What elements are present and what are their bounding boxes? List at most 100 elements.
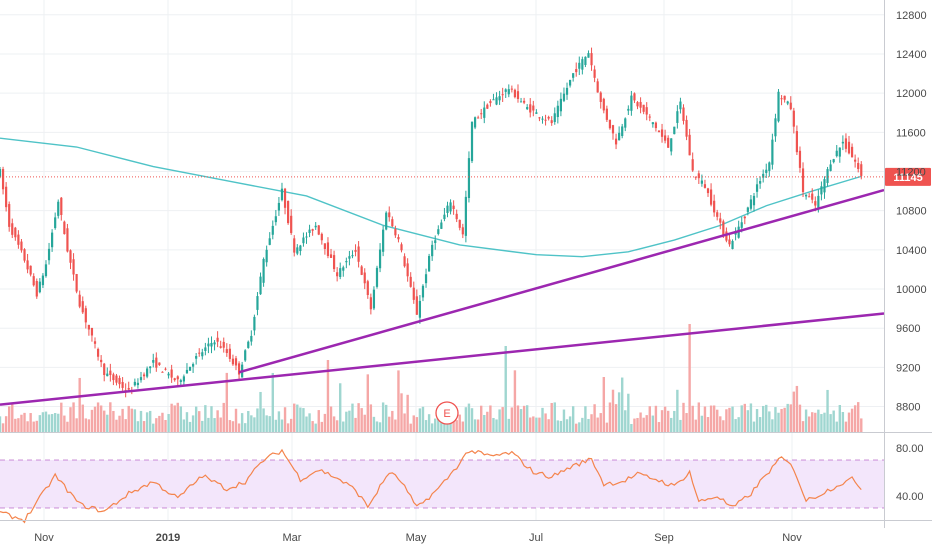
volume-bar (335, 420, 339, 432)
volume-bar (676, 389, 679, 432)
candle-body (526, 107, 529, 110)
volume-bar (388, 416, 391, 432)
candle-body (504, 89, 507, 92)
candle-body (437, 229, 440, 234)
candle-body (857, 163, 860, 169)
candle-body (112, 374, 115, 381)
candle-body (428, 256, 431, 272)
volume-bar (406, 394, 409, 432)
time-tick-label: Nov (782, 532, 802, 544)
volume-bar (384, 404, 388, 432)
volume-bar (106, 414, 109, 432)
volume-bar (87, 419, 91, 432)
candle-body (317, 225, 320, 235)
earnings-marker-label: E (443, 408, 450, 420)
candle-body (605, 108, 608, 120)
candle-body (648, 116, 651, 118)
candle-body (87, 324, 90, 330)
volume-bar (725, 409, 728, 432)
volume-bar (296, 404, 299, 432)
candle-body (654, 122, 658, 129)
volume-bar (237, 423, 241, 432)
candle-body (378, 249, 382, 269)
candle-body (385, 212, 388, 230)
candle-body (253, 316, 256, 331)
volume-bar (409, 423, 412, 432)
candle-body (182, 376, 185, 382)
volume-bar (703, 406, 707, 432)
candle-body (274, 216, 277, 223)
candle-body (237, 363, 241, 375)
volume-bar (758, 417, 762, 432)
volume-bar (7, 406, 11, 432)
candle-body (198, 352, 201, 354)
candle-body (32, 276, 35, 286)
volume-bar (96, 402, 100, 432)
volume-bar (176, 402, 179, 432)
candle-body (719, 218, 722, 223)
volume-bar (11, 404, 14, 432)
candle-body (801, 168, 805, 193)
candle-body (547, 116, 550, 119)
volume-bar (602, 377, 606, 432)
candle-body (250, 335, 253, 342)
volume-bar (449, 421, 452, 432)
candle-body (596, 81, 599, 93)
candle-body (798, 150, 802, 168)
trendline[interactable] (238, 188, 885, 374)
earnings-marker-circle[interactable] (435, 401, 459, 425)
volume-bar (547, 419, 550, 432)
candle-body (752, 195, 756, 206)
candle-body (568, 79, 572, 86)
volume-bar (14, 418, 17, 432)
volume-bar (427, 414, 431, 432)
candle-body (78, 294, 81, 307)
candle-body (139, 377, 143, 381)
candle-body (161, 371, 164, 373)
candle-body (722, 221, 725, 235)
earnings-marker[interactable]: E (435, 401, 459, 425)
volume-bar (550, 402, 553, 432)
volume-bar (277, 411, 281, 432)
volume-bar (4, 416, 8, 432)
candle-body (621, 126, 624, 137)
volume-bar (41, 412, 45, 432)
candle-body (685, 119, 688, 137)
volume-bars (0, 324, 863, 432)
volume-bar (525, 405, 529, 432)
candle-body (550, 120, 553, 124)
volume-bar (204, 405, 207, 432)
candlesticks (0, 47, 863, 398)
volume-bar (403, 413, 406, 432)
candle-body (829, 164, 832, 171)
rsi-tick-label: 40.00 (896, 491, 924, 503)
trendline[interactable] (0, 312, 885, 406)
volume-bar (571, 406, 575, 432)
candle-body (559, 98, 562, 112)
volume-bar (69, 407, 72, 432)
volume-bar (489, 405, 492, 432)
candle-body (651, 122, 654, 125)
volume-bar (657, 422, 661, 432)
candle-body (412, 287, 415, 300)
volume-bar (663, 406, 667, 432)
candle-body (664, 135, 667, 141)
volume-bar (329, 406, 333, 432)
candle-body (277, 202, 281, 211)
volume-bar (265, 415, 268, 432)
volume-bar (823, 412, 826, 432)
volume-bar (673, 410, 676, 432)
volume-bar (299, 407, 302, 432)
volume-bar (283, 407, 287, 432)
volume-bar (755, 409, 759, 432)
volume-bar (670, 417, 673, 432)
volume-bar (23, 412, 26, 432)
candle-body (553, 113, 556, 122)
volume-bar (575, 423, 578, 432)
candle-body (195, 356, 198, 359)
candle-body (627, 108, 630, 111)
candle-body (109, 370, 112, 376)
candle-body (771, 139, 774, 165)
candle-body (795, 131, 798, 153)
